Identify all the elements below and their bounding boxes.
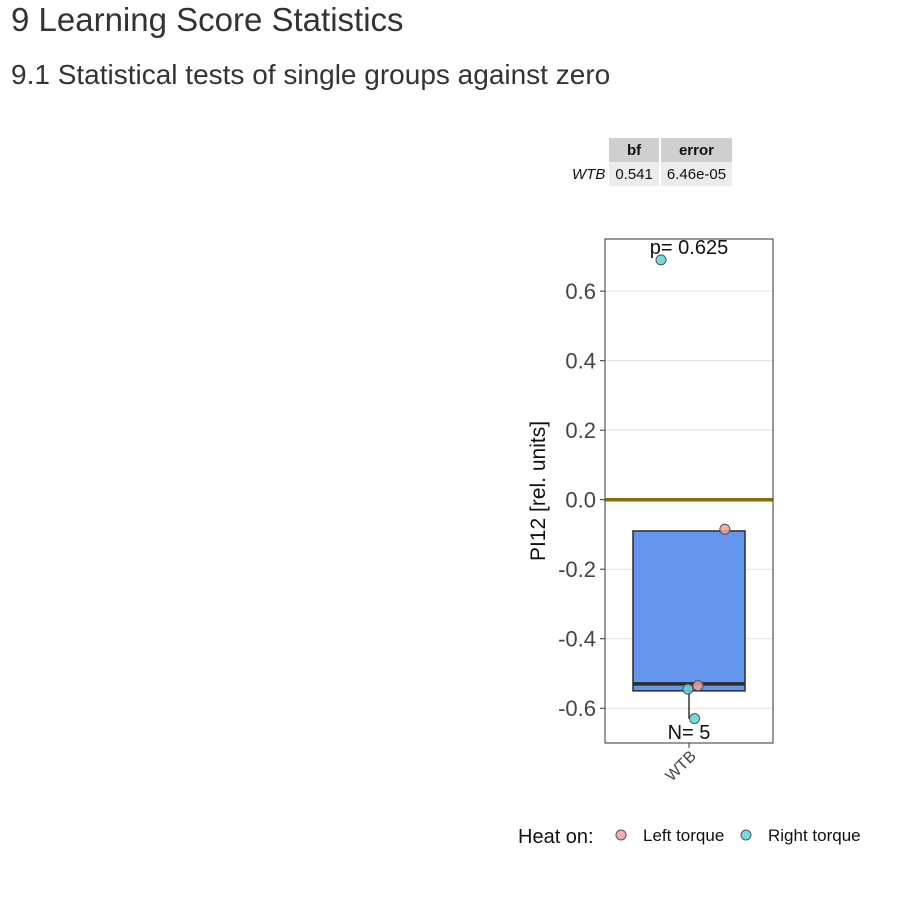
subsection-heading: 9.1 Statistical tests of single groups a… [11, 59, 611, 90]
legend-label: Left torque [643, 826, 724, 845]
p-value-annotation: p= 0.625 [650, 237, 728, 259]
y-tick-label: -0.2 [558, 557, 596, 582]
table-cell-bf: 0.541 [609, 162, 659, 186]
x-tick-label: WTB [663, 748, 700, 785]
legend-swatch [615, 829, 627, 841]
table-row-label: WTB [572, 165, 606, 183]
y-tick-label: 0.4 [565, 349, 596, 374]
table-row: WTB 0.541 6.46e-05 [570, 162, 733, 186]
table-header-row: bf error [570, 138, 733, 162]
y-tick-label: 0.0 [565, 488, 596, 513]
table-cell-error: 6.46e-05 [660, 162, 733, 186]
box-iqr [632, 530, 746, 692]
table-header-bf: bf [609, 138, 659, 162]
bayes-factor-table: bf error WTB 0.541 6.46e-05 [568, 138, 734, 186]
legend-swatch [740, 829, 752, 841]
n-annotation: N= 5 [668, 722, 711, 744]
y-axis-label: PI12 [rel. units] [527, 421, 550, 561]
data-point [655, 254, 667, 266]
data-point [719, 523, 731, 535]
y-tick-label: 0.6 [565, 279, 596, 304]
data-point [682, 683, 694, 695]
y-tick-label: -0.4 [558, 627, 596, 652]
section-heading: 9 Learning Score Statistics [11, 1, 404, 38]
data-point [692, 680, 704, 692]
legend-title: Heat on: [518, 826, 594, 848]
y-tick-label: -0.6 [558, 696, 596, 721]
table-header-error: error [660, 138, 733, 162]
y-tick-label: 0.2 [565, 418, 596, 443]
legend-label: Right torque [768, 826, 861, 845]
data-point [689, 713, 701, 725]
